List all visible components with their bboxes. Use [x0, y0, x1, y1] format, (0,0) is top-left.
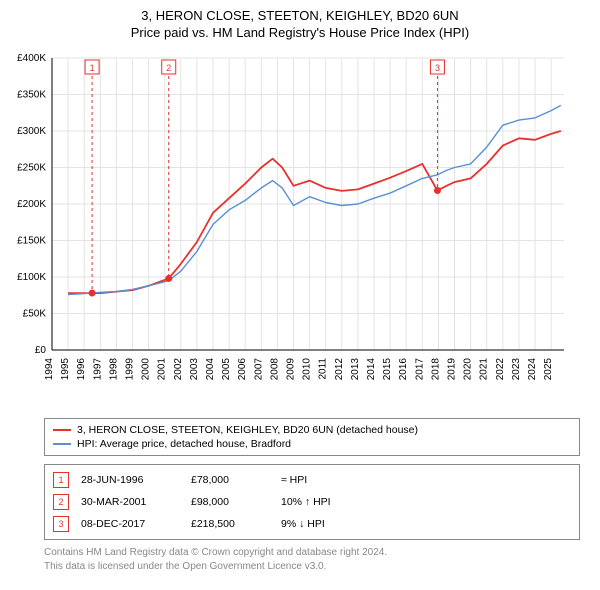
- sale-row: 1 28-JUN-1996£78,000≈ HPI: [53, 469, 571, 491]
- legend-item: 3, HERON CLOSE, STEETON, KEIGHLEY, BD20 …: [53, 423, 571, 437]
- x-tick-label: 1999: [125, 358, 136, 381]
- sale-row-price: £98,000: [191, 496, 281, 508]
- sale-marker-number: 3: [435, 63, 440, 73]
- x-tick-label: 2007: [253, 358, 264, 381]
- x-tick-label: 1994: [44, 358, 55, 381]
- x-tick-label: 2022: [495, 358, 506, 381]
- x-tick-label: 2019: [447, 358, 458, 381]
- y-tick-label: £0: [35, 345, 47, 356]
- chart-title-address: 3, HERON CLOSE, STEETON, KEIGHLEY, BD20 …: [10, 8, 590, 23]
- x-tick-label: 2002: [173, 358, 184, 381]
- attribution: Contains HM Land Registry data © Crown c…: [44, 546, 580, 573]
- sale-row-marker: 3: [53, 516, 69, 532]
- y-tick-label: £150K: [17, 236, 46, 247]
- y-tick-label: £300K: [17, 126, 46, 137]
- legend-label: 3, HERON CLOSE, STEETON, KEIGHLEY, BD20 …: [77, 424, 418, 436]
- sale-marker-dot: [165, 275, 172, 282]
- x-tick-label: 2004: [205, 358, 216, 381]
- sale-row-date: 28-JUN-1996: [81, 474, 191, 486]
- y-tick-label: £400K: [17, 53, 46, 64]
- attribution-line2: This data is licensed under the Open Gov…: [44, 560, 580, 574]
- sale-row-price: £218,500: [191, 518, 281, 530]
- y-tick-label: £250K: [17, 163, 46, 174]
- x-tick-label: 2014: [366, 358, 377, 381]
- sale-row-price: £78,000: [191, 474, 281, 486]
- legend-swatch: [53, 429, 71, 431]
- sale-row: 2 30-MAR-2001£98,00010% ↑ HPI: [53, 491, 571, 513]
- x-tick-label: 2024: [527, 358, 538, 381]
- legend-label: HPI: Average price, detached house, Brad…: [77, 438, 291, 450]
- sale-marker-number: 2: [166, 63, 171, 73]
- x-tick-label: 2005: [221, 358, 232, 381]
- legend: 3, HERON CLOSE, STEETON, KEIGHLEY, BD20 …: [44, 418, 580, 456]
- x-tick-label: 2001: [157, 358, 168, 381]
- sales-table: 1 28-JUN-1996£78,000≈ HPI 2 30-MAR-2001£98,…: [44, 464, 580, 540]
- x-tick-label: 2012: [334, 358, 345, 381]
- chart-title-block: 3, HERON CLOSE, STEETON, KEIGHLEY, BD20 …: [0, 0, 600, 44]
- x-tick-label: 1997: [92, 358, 103, 381]
- y-tick-label: £200K: [17, 199, 46, 210]
- sale-row: 3 08-DEC-2017£218,5009% ↓ HPI: [53, 513, 571, 535]
- sale-row-date: 08-DEC-2017: [81, 518, 191, 530]
- sale-marker-number: 1: [90, 63, 95, 73]
- x-tick-label: 1998: [108, 358, 119, 381]
- x-tick-label: 2017: [414, 358, 425, 381]
- x-tick-label: 2008: [269, 358, 280, 381]
- x-tick-label: 2016: [398, 358, 409, 381]
- x-tick-label: 2000: [141, 358, 152, 381]
- x-tick-label: 1995: [60, 358, 71, 381]
- sale-marker-dot: [89, 290, 96, 297]
- x-tick-label: 2023: [511, 358, 522, 381]
- y-tick-label: £50K: [23, 309, 47, 320]
- y-tick-label: £100K: [17, 272, 46, 283]
- x-tick-label: 2020: [463, 358, 474, 381]
- x-tick-label: 1996: [76, 358, 87, 381]
- x-tick-label: 2021: [479, 358, 490, 381]
- sale-row-delta: 9% ↓ HPI: [281, 518, 371, 530]
- x-tick-label: 2025: [543, 358, 554, 381]
- sale-row-marker: 2: [53, 494, 69, 510]
- line-chart-svg: £0 £50K £100K £150K £200K £250K £300K £350K £400…: [10, 50, 570, 410]
- legend-swatch: [53, 443, 71, 445]
- y-tick-label: £350K: [17, 90, 46, 101]
- sale-row-delta: 10% ↑ HPI: [281, 496, 371, 508]
- x-tick-label: 2011: [318, 358, 329, 380]
- chart-area: £0 £50K £100K £150K £200K £250K £300K £350K £400…: [10, 50, 590, 410]
- sale-row-delta: ≈ HPI: [281, 474, 371, 486]
- x-tick-label: 2015: [382, 358, 393, 381]
- chart-title-sub: Price paid vs. HM Land Registry's House …: [10, 25, 590, 40]
- sale-row-date: 30-MAR-2001: [81, 496, 191, 508]
- x-tick-label: 2010: [302, 358, 313, 381]
- x-tick-label: 2009: [286, 358, 297, 381]
- x-tick-label: 2003: [189, 358, 200, 381]
- x-tick-label: 2018: [430, 358, 441, 381]
- x-tick-label: 2013: [350, 358, 361, 381]
- legend-item: HPI: Average price, detached house, Brad…: [53, 437, 571, 451]
- attribution-line1: Contains HM Land Registry data © Crown c…: [44, 546, 580, 560]
- x-tick-label: 2006: [237, 358, 248, 381]
- sale-row-marker: 1: [53, 472, 69, 488]
- sale-marker-dot: [434, 187, 441, 194]
